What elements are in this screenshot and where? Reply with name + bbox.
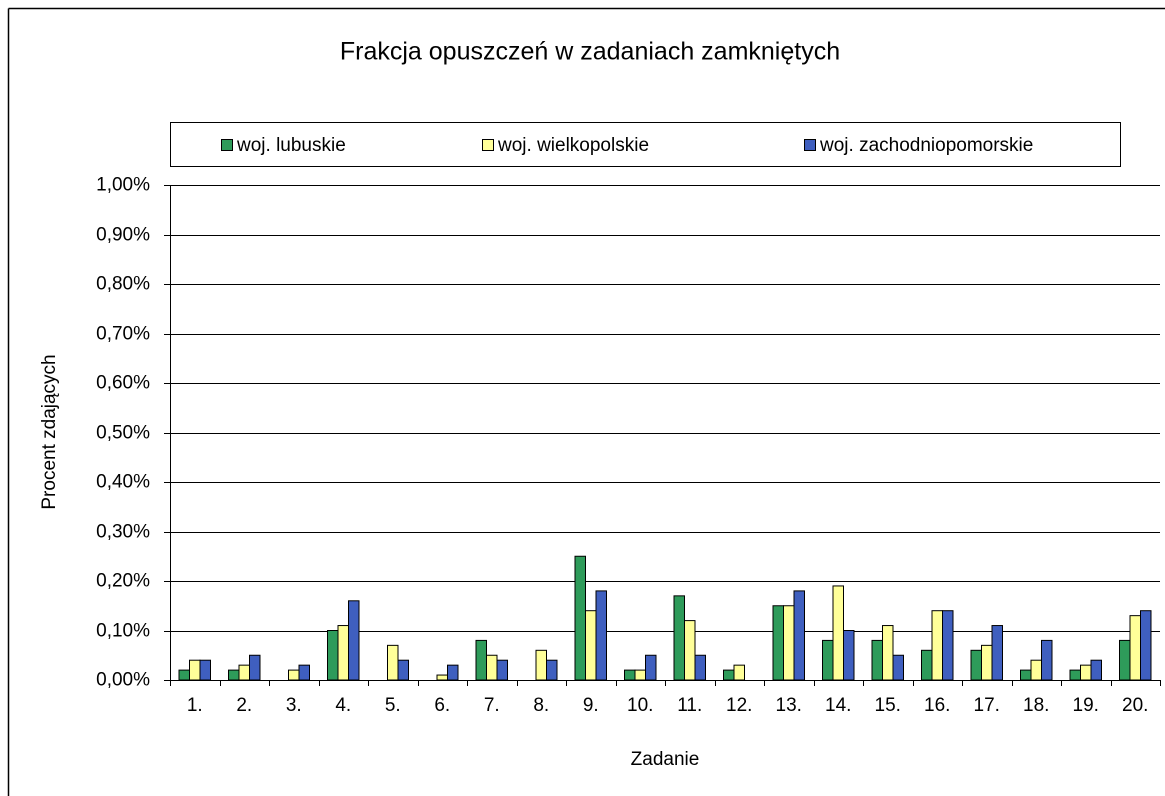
bar	[1119, 639, 1131, 681]
bar	[981, 644, 993, 681]
bar	[645, 654, 657, 681]
legend-label: woj. lubuskie	[236, 135, 346, 156]
bar	[1041, 639, 1053, 681]
bar	[228, 669, 240, 681]
y-tick-label: 0,90%	[96, 225, 150, 246]
x-tick-label: 13.	[776, 695, 802, 716]
legend-label: woj. wielkopolskie	[497, 135, 649, 156]
y-tick-label: 0,20%	[96, 571, 150, 592]
bar	[843, 630, 855, 681]
bar	[921, 649, 933, 681]
bar	[397, 659, 409, 681]
bar	[249, 654, 261, 681]
x-tick-label: 20.	[1122, 695, 1148, 716]
bar	[178, 669, 190, 681]
x-axis-label: Zadanie	[631, 749, 700, 770]
bar	[772, 605, 784, 681]
x-tick-label: 4.	[335, 695, 351, 716]
bar	[871, 639, 883, 681]
legend-label: woj. zachodniopomorskie	[819, 135, 1033, 156]
y-axis-label: Procent zdających	[39, 354, 60, 509]
y-tick-label: 0,40%	[96, 472, 150, 493]
bar	[327, 630, 339, 681]
bar	[486, 654, 498, 681]
bar	[783, 605, 795, 681]
y-tick-label: 0,00%	[96, 670, 150, 691]
bar	[189, 659, 201, 681]
bar	[942, 610, 954, 681]
bar	[931, 610, 943, 681]
y-tick-label: 0,50%	[96, 423, 150, 444]
y-tick-label: 0,60%	[96, 373, 150, 394]
chart-title: Frakcja opuszczeń w zadaniach zamkniętyc…	[340, 38, 840, 66]
x-tick-label: 7.	[484, 695, 500, 716]
bar	[585, 610, 597, 681]
y-tick-label: 0,30%	[96, 522, 150, 543]
x-tick-label: 1.	[187, 695, 203, 716]
bar	[574, 555, 586, 681]
bar	[535, 649, 547, 681]
bar	[1030, 659, 1042, 681]
bar	[199, 659, 211, 681]
legend-swatch	[221, 139, 233, 151]
bar	[733, 664, 745, 681]
bar	[1080, 664, 1092, 681]
bar	[348, 600, 360, 681]
x-tick-label: 9.	[583, 695, 599, 716]
x-tick-label: 12.	[726, 695, 752, 716]
bar	[595, 590, 607, 681]
bar	[634, 669, 646, 681]
bar	[546, 659, 558, 681]
y-tick-label: 1,00%	[96, 175, 150, 196]
bar	[1069, 669, 1081, 681]
x-tick-label: 14.	[825, 695, 851, 716]
bar	[298, 664, 310, 681]
bar	[882, 625, 894, 681]
y-tick-label: 0,70%	[96, 324, 150, 345]
bar	[991, 625, 1003, 681]
bar	[436, 674, 448, 681]
x-tick-label: 15.	[875, 695, 901, 716]
bar	[1129, 615, 1141, 681]
bar	[447, 664, 459, 681]
x-tick-label: 16.	[924, 695, 950, 716]
x-tick-label: 19.	[1073, 695, 1099, 716]
legend-swatch	[482, 139, 494, 151]
legend-box	[170, 122, 1121, 167]
x-tick-label: 3.	[286, 695, 302, 716]
x-tick-label: 11.	[677, 695, 702, 716]
bar	[694, 654, 706, 681]
bar	[1140, 610, 1152, 681]
bar	[238, 664, 250, 681]
bar	[684, 620, 696, 681]
bar	[475, 639, 487, 681]
x-tick-label: 8.	[533, 695, 549, 716]
bar	[793, 590, 805, 681]
bar	[337, 625, 349, 681]
bar	[832, 585, 844, 681]
bar	[1090, 659, 1102, 681]
bar	[387, 644, 399, 681]
y-tick-label: 0,80%	[96, 274, 150, 295]
bar	[822, 639, 834, 681]
bar	[970, 649, 982, 681]
bar	[1020, 669, 1032, 681]
x-tick-label: 2.	[236, 695, 252, 716]
x-tick-label: 5.	[385, 695, 401, 716]
bar	[892, 654, 904, 681]
bar	[624, 669, 636, 681]
y-tick-label: 0,10%	[96, 621, 150, 642]
bar	[723, 669, 735, 681]
x-tick-label: 10.	[627, 695, 653, 716]
x-tick-label: 18.	[1023, 695, 1049, 716]
x-tick-label: 6.	[434, 695, 450, 716]
x-tick-label: 17.	[974, 695, 1000, 716]
bar	[496, 659, 508, 681]
bar	[673, 595, 685, 681]
bar	[288, 669, 300, 681]
legend-swatch	[804, 139, 816, 151]
